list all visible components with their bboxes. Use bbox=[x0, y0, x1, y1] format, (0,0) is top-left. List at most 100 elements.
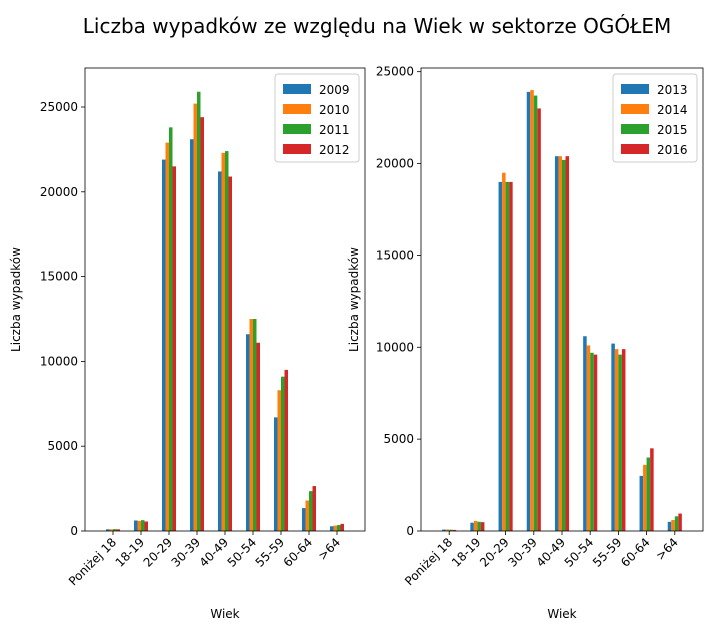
bar-2013-6 bbox=[611, 343, 615, 531]
chart-right: 0 5000 10000 15000 20000 25000 Poniżej 1818-19… bbox=[347, 65, 704, 621]
bar-2016-4 bbox=[565, 156, 570, 531]
y-tick-label: 20000 bbox=[376, 157, 414, 171]
bar-2014-7 bbox=[643, 464, 647, 531]
bar-2009-3 bbox=[190, 139, 194, 532]
y-tick-label: 0 bbox=[406, 524, 414, 538]
y-axis-label: Liczba wypadków bbox=[347, 247, 361, 352]
x-tick-label: 50-54 bbox=[225, 535, 260, 570]
legend-swatch-2014 bbox=[621, 104, 649, 114]
x-tick-label: 30-39 bbox=[505, 535, 540, 570]
bar-2010-8 bbox=[333, 525, 337, 531]
bar-2015-3 bbox=[533, 95, 538, 531]
bar-2014-3 bbox=[530, 90, 534, 532]
x-tick-label: Poniżej 18 bbox=[402, 535, 455, 588]
bar-2014-4 bbox=[558, 156, 562, 531]
legend-label-2009: 2009 bbox=[319, 83, 350, 97]
bar-2010-5 bbox=[249, 319, 253, 531]
bar-2015-5 bbox=[590, 352, 594, 531]
bar-2015-0 bbox=[449, 529, 453, 531]
x-tick-label: Poniżej 18 bbox=[66, 535, 119, 588]
bar-2015-4 bbox=[562, 159, 566, 531]
y-tick-label: 25000 bbox=[376, 65, 414, 79]
bar-2016-6 bbox=[621, 349, 626, 531]
bar-2016-0 bbox=[452, 529, 457, 531]
x-tick-label: 55-59 bbox=[253, 535, 288, 570]
bar-2015-6 bbox=[618, 354, 622, 531]
bar-2012-7 bbox=[312, 486, 316, 531]
y-axis-label: Liczba wypadków bbox=[9, 247, 23, 352]
bar-2013-3 bbox=[526, 91, 531, 531]
legend-swatch-2015 bbox=[621, 124, 649, 134]
bar-2012-0 bbox=[116, 529, 120, 531]
y-tick-label: 0 bbox=[70, 524, 78, 538]
x-tick-label: >64 bbox=[653, 535, 681, 563]
y-tick-label: 15000 bbox=[40, 270, 78, 284]
legend bbox=[274, 73, 360, 163]
bar-2013-5 bbox=[583, 336, 587, 531]
legend-label-2013: 2013 bbox=[657, 83, 688, 97]
bar-2009-5 bbox=[246, 334, 250, 531]
bar-2013-8 bbox=[667, 521, 672, 531]
bar-2011-5 bbox=[253, 319, 257, 531]
bar-2009-6 bbox=[274, 417, 278, 531]
bar-2011-3 bbox=[197, 91, 201, 532]
bar-2012-3 bbox=[200, 117, 204, 532]
legend-swatch-2010 bbox=[283, 104, 311, 114]
bar-2011-6 bbox=[281, 376, 285, 531]
x-tick-label: >64 bbox=[315, 535, 343, 563]
bar-2012-8 bbox=[340, 523, 344, 531]
bar-2016-7 bbox=[650, 448, 654, 531]
y-tick-label: 15000 bbox=[376, 248, 414, 262]
bar-2015-2 bbox=[505, 181, 510, 531]
legend-swatch-2011 bbox=[283, 124, 311, 134]
legend-swatch-2009 bbox=[283, 84, 311, 94]
bar-2009-7 bbox=[302, 508, 306, 531]
legend-swatch-2016 bbox=[621, 144, 649, 154]
legend-swatch-2013 bbox=[621, 84, 649, 94]
bar-2014-1 bbox=[473, 520, 478, 531]
x-tick-label: 18-19 bbox=[449, 535, 484, 570]
x-tick-label: 30-39 bbox=[169, 535, 204, 570]
legend-label-2012: 2012 bbox=[319, 143, 350, 157]
bar-2013-2 bbox=[498, 181, 503, 531]
x-tick-label: 60-64 bbox=[281, 535, 316, 570]
y-tick-label: 10000 bbox=[376, 340, 414, 354]
bar-2012-2 bbox=[172, 166, 176, 531]
bar-2009-2 bbox=[162, 159, 166, 531]
legend-swatch-2012 bbox=[283, 144, 311, 154]
bar-2010-6 bbox=[277, 390, 281, 531]
x-tick-label: 20-29 bbox=[477, 535, 512, 570]
bar-2012-6 bbox=[284, 369, 288, 531]
x-tick-label: 55-59 bbox=[590, 535, 625, 570]
x-tick-label: 40-49 bbox=[197, 535, 232, 570]
x-tick-label: 18-19 bbox=[113, 535, 148, 570]
bar-2011-1 bbox=[141, 520, 145, 531]
bar-2014-0 bbox=[445, 529, 450, 531]
bar-2016-1 bbox=[480, 522, 485, 531]
bar-2016-2 bbox=[509, 181, 513, 531]
bar-2011-7 bbox=[309, 491, 313, 531]
y-tick-label: 25000 bbox=[40, 100, 78, 114]
legend-label-2011: 2011 bbox=[319, 123, 350, 137]
figure-title: Liczba wypadków ze względu na Wiek w sek… bbox=[83, 14, 672, 38]
bar-2009-4 bbox=[218, 171, 222, 531]
y-tick-label: 5000 bbox=[383, 432, 414, 446]
bar-2014-5 bbox=[586, 345, 591, 531]
bar-2010-7 bbox=[305, 500, 309, 531]
legend-label-2016: 2016 bbox=[657, 143, 688, 157]
bar-2010-4 bbox=[221, 152, 225, 532]
bar-2011-2 bbox=[169, 127, 173, 532]
bar-2013-7 bbox=[639, 475, 644, 531]
x-tick-label: 60-64 bbox=[618, 535, 653, 570]
x-axis-label: Wiek bbox=[210, 607, 239, 621]
x-tick-label: 40-49 bbox=[534, 535, 569, 570]
bar-2016-8 bbox=[678, 513, 682, 531]
y-tick-label: 10000 bbox=[40, 354, 78, 368]
bar-2014-2 bbox=[502, 172, 506, 532]
x-axis-label: Wiek bbox=[547, 607, 576, 621]
bar-2012-4 bbox=[228, 176, 232, 532]
bar-2012-1 bbox=[144, 521, 148, 531]
bar-2015-7 bbox=[646, 457, 651, 531]
